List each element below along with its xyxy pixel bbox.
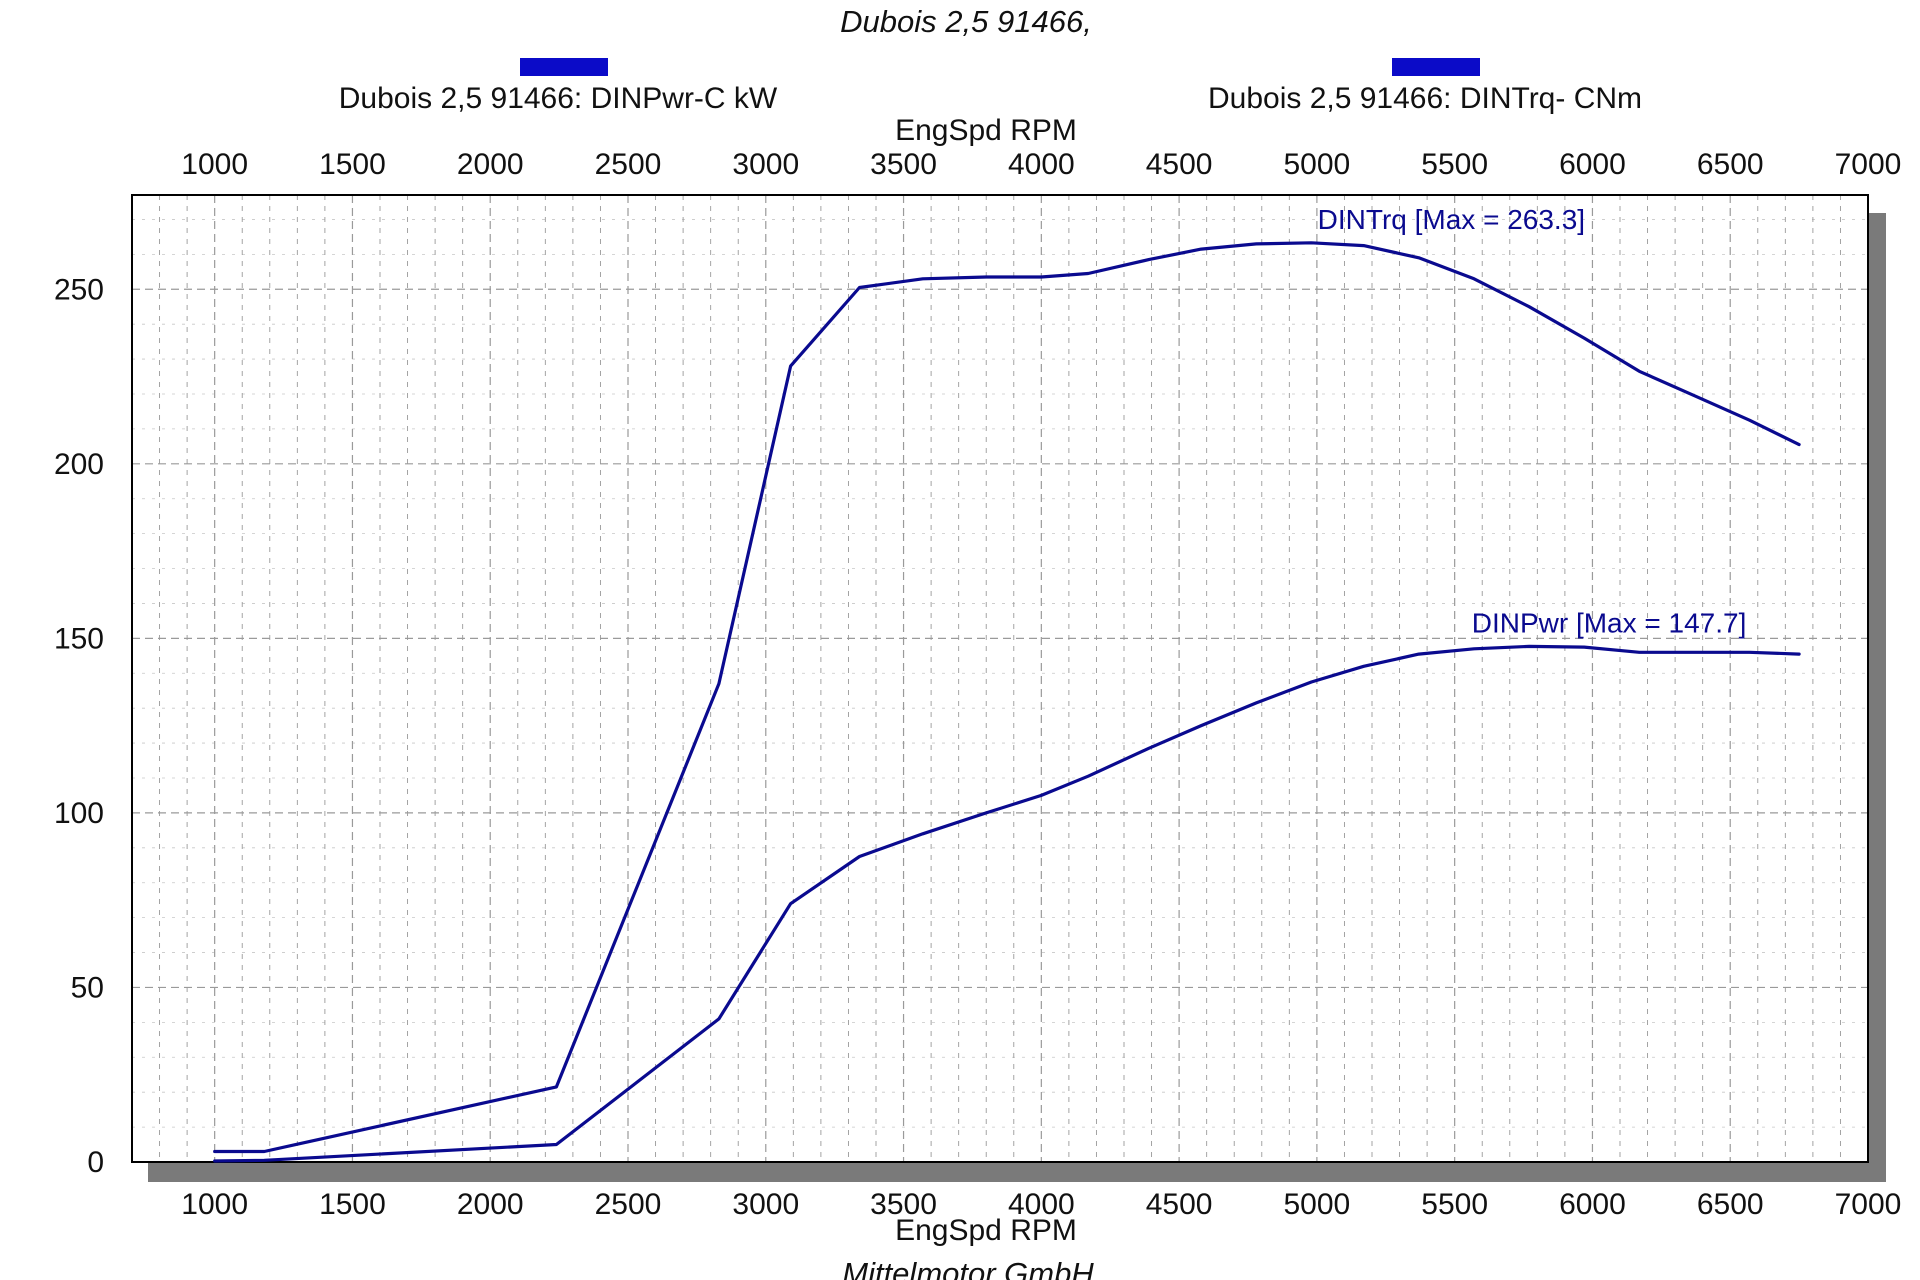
x-tick-label-bottom: 4000 [1008, 1188, 1075, 1221]
chart-subtitle: Dubois 2,5 91466, [840, 4, 1092, 39]
legend-swatch-torque [1392, 58, 1480, 76]
series-lines [213, 241, 1801, 1163]
y-tick-label: 50 [71, 971, 104, 1004]
y-tick-label: 100 [54, 797, 104, 830]
x-tick-label-bottom: 2500 [595, 1188, 662, 1221]
x-tick-label-bottom: 3000 [732, 1188, 799, 1221]
legend: Dubois 2,5 91466: DINPwr-C kW Dubois 2,5… [339, 58, 1642, 115]
max-labels: DINTrq [Max = 263.3] DINPwr [Max = 147.7] [1318, 204, 1747, 639]
x-tick-label-top: 7000 [1835, 148, 1902, 181]
x-tick-label-bottom: 5500 [1421, 1188, 1488, 1221]
x-tick-label-bottom: 2000 [457, 1188, 524, 1221]
max-label-dintrq: DINTrq [Max = 263.3] [1318, 204, 1585, 235]
chart-footer: Mittelmotor GmbH [842, 1256, 1094, 1280]
legend-label-torque: Dubois 2,5 91466: DINTrq- CNm [1208, 82, 1642, 115]
x-tick-label-top: 2500 [595, 148, 662, 181]
series-line-dinpwr [213, 644, 1801, 1163]
x-tick-label-bottom: 6000 [1559, 1188, 1626, 1221]
grid [132, 195, 1868, 1162]
x-tick-label-top: 4500 [1146, 148, 1213, 181]
x-tick-label-top: 5000 [1284, 148, 1351, 181]
y-tick-label: 0 [87, 1146, 104, 1179]
x-tick-label-top: 1500 [319, 148, 386, 181]
x-tick-label-bottom: 3500 [870, 1188, 937, 1221]
plot-border [131, 194, 1869, 1163]
x-tick-label-bottom: 6500 [1697, 1188, 1764, 1221]
x-axis-title-top: EngSpd RPM [895, 114, 1077, 147]
y-tick-label: 150 [54, 622, 104, 655]
x-tick-label-bottom: 5000 [1284, 1188, 1351, 1221]
y-tick-label: 200 [54, 448, 104, 481]
legend-label-power: Dubois 2,5 91466: DINPwr-C kW [339, 82, 778, 115]
x-tick-label-top: 6000 [1559, 148, 1626, 181]
series-line-dintrq [213, 241, 1801, 1154]
legend-swatch-power [520, 58, 608, 76]
x-tick-label-top: 1000 [181, 148, 248, 181]
x-tick-label-bottom: 1500 [319, 1188, 386, 1221]
x-tick-label-bottom: 1000 [181, 1188, 248, 1221]
plot-area [132, 195, 1868, 1162]
x-ticks-top: 1000 1500 2000 2500 3000 3500 4000 4500 5000 5500… [181, 148, 1901, 181]
max-label-dinpwr: DINPwr [Max = 147.7] [1472, 607, 1747, 638]
x-ticks-bottom: 1000 1500 2000 2500 3000 3500 4000 4500 5000 5500… [181, 1188, 1901, 1221]
y-tick-label: 250 [54, 273, 104, 306]
x-tick-label-top: 5500 [1421, 148, 1488, 181]
y-ticks: 0 50 100 150 200 250 [54, 273, 104, 1179]
x-tick-label-bottom: 4500 [1146, 1188, 1213, 1221]
x-tick-label-top: 4000 [1008, 148, 1075, 181]
x-tick-label-top: 3000 [732, 148, 799, 181]
x-tick-label-top: 2000 [457, 148, 524, 181]
x-tick-label-top: 6500 [1697, 148, 1764, 181]
x-axis-title-bottom: EngSpd RPM [895, 1214, 1077, 1247]
x-tick-label-bottom: 7000 [1835, 1188, 1902, 1221]
x-tick-label-top: 3500 [870, 148, 937, 181]
